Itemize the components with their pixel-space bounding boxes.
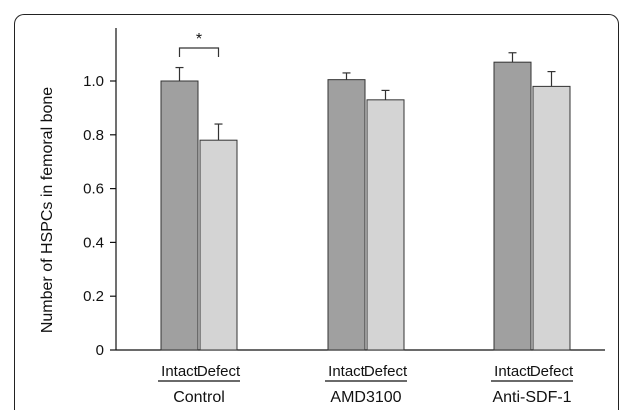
bar-control-intact: [160, 80, 199, 351]
bar-category-label: Defect: [197, 363, 241, 380]
bar-category-label: Intact: [328, 363, 366, 380]
group-label: Anti-SDF-1: [492, 389, 571, 406]
y-tick-label: 0.8: [83, 127, 104, 144]
bars: [160, 52, 571, 351]
bar-amd3100-defect: [366, 99, 405, 351]
bar-control-defect: [199, 139, 238, 351]
y-tick-label: 0.2: [83, 288, 104, 305]
bar-category-label: Intact: [161, 363, 199, 380]
y-tick-label: 0.6: [83, 181, 104, 198]
bar-category-label: Defect: [530, 363, 574, 380]
bar-category-label: Defect: [364, 363, 408, 380]
labels: IntactDefectControl*IntactDefectAMD3100I…: [158, 31, 574, 406]
bar-amd3100-intact: [327, 79, 366, 351]
significance-bracket: [178, 47, 220, 57]
group-label: Control: [173, 389, 225, 406]
y-tick-label: 0.4: [83, 234, 104, 251]
chart-frame: [14, 14, 619, 410]
y-axis-label: Number of HSPCs in femoral bone: [39, 87, 56, 333]
bar-category-label: Intact: [494, 363, 532, 380]
y-tick-label: 0: [96, 342, 104, 359]
group-label: AMD3100: [330, 389, 401, 406]
significance-marker: *: [196, 31, 202, 48]
y-tick-label: 1.0: [83, 73, 104, 90]
bar-anti-sdf-1-intact: [493, 61, 532, 351]
bar-anti-sdf-1-defect: [532, 85, 571, 351]
